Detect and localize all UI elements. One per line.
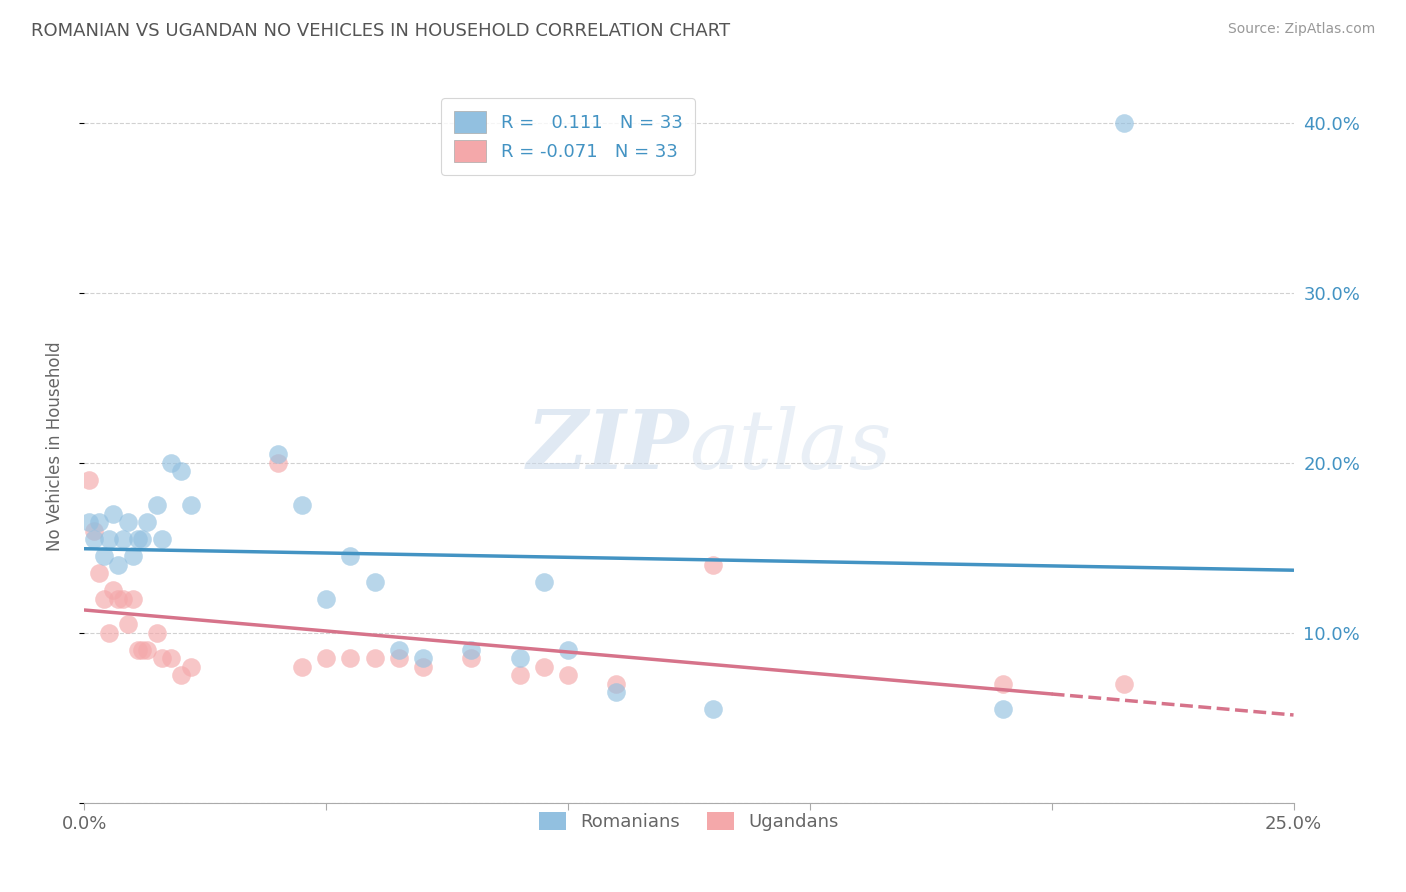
Point — [702, 702, 724, 716]
Point — [150, 651, 173, 665]
Point — [388, 643, 411, 657]
Legend: Romanians, Ugandans: Romanians, Ugandans — [530, 803, 848, 840]
Point — [702, 558, 724, 572]
Point — [363, 574, 385, 589]
Point — [121, 591, 143, 606]
Point — [97, 626, 120, 640]
Point — [267, 448, 290, 462]
Point — [121, 549, 143, 564]
Point — [993, 702, 1015, 716]
Point — [131, 533, 153, 547]
Point — [170, 668, 193, 682]
Text: Source: ZipAtlas.com: Source: ZipAtlas.com — [1227, 22, 1375, 37]
Point — [315, 591, 337, 606]
Point — [291, 499, 314, 513]
Point — [267, 456, 290, 470]
Point — [107, 558, 129, 572]
Point — [93, 591, 115, 606]
Point — [1114, 677, 1136, 691]
Point — [112, 533, 135, 547]
Point — [509, 668, 531, 682]
Point — [605, 677, 627, 691]
Point — [180, 499, 202, 513]
Point — [412, 651, 434, 665]
Point — [160, 651, 183, 665]
Point — [291, 660, 314, 674]
Point — [1114, 116, 1136, 130]
Point — [83, 533, 105, 547]
Point — [150, 533, 173, 547]
Point — [87, 516, 110, 530]
Point — [127, 533, 149, 547]
Text: ROMANIAN VS UGANDAN NO VEHICLES IN HOUSEHOLD CORRELATION CHART: ROMANIAN VS UGANDAN NO VEHICLES IN HOUSE… — [31, 22, 730, 40]
Point — [117, 516, 139, 530]
Point — [363, 651, 385, 665]
Point — [117, 617, 139, 632]
Point — [170, 465, 193, 479]
Point — [146, 499, 169, 513]
Point — [339, 651, 361, 665]
Point — [77, 473, 100, 487]
Point — [83, 524, 105, 538]
Point — [136, 516, 159, 530]
Point — [87, 566, 110, 581]
Point — [136, 643, 159, 657]
Point — [557, 643, 579, 657]
Point — [103, 583, 125, 598]
Point — [131, 643, 153, 657]
Point — [77, 516, 100, 530]
Point — [97, 533, 120, 547]
Point — [412, 660, 434, 674]
Point — [993, 677, 1015, 691]
Point — [160, 456, 183, 470]
Text: atlas: atlas — [689, 406, 891, 486]
Point — [557, 668, 579, 682]
Point — [533, 660, 555, 674]
Point — [93, 549, 115, 564]
Y-axis label: No Vehicles in Household: No Vehicles in Household — [45, 341, 63, 551]
Point — [127, 643, 149, 657]
Point — [315, 651, 337, 665]
Point — [509, 651, 531, 665]
Point — [605, 685, 627, 699]
Text: ZIP: ZIP — [526, 406, 689, 486]
Point — [339, 549, 361, 564]
Point — [112, 591, 135, 606]
Point — [146, 626, 169, 640]
Point — [460, 643, 482, 657]
Point — [107, 591, 129, 606]
Point — [460, 651, 482, 665]
Point — [533, 574, 555, 589]
Point — [180, 660, 202, 674]
Point — [388, 651, 411, 665]
Point — [103, 507, 125, 521]
